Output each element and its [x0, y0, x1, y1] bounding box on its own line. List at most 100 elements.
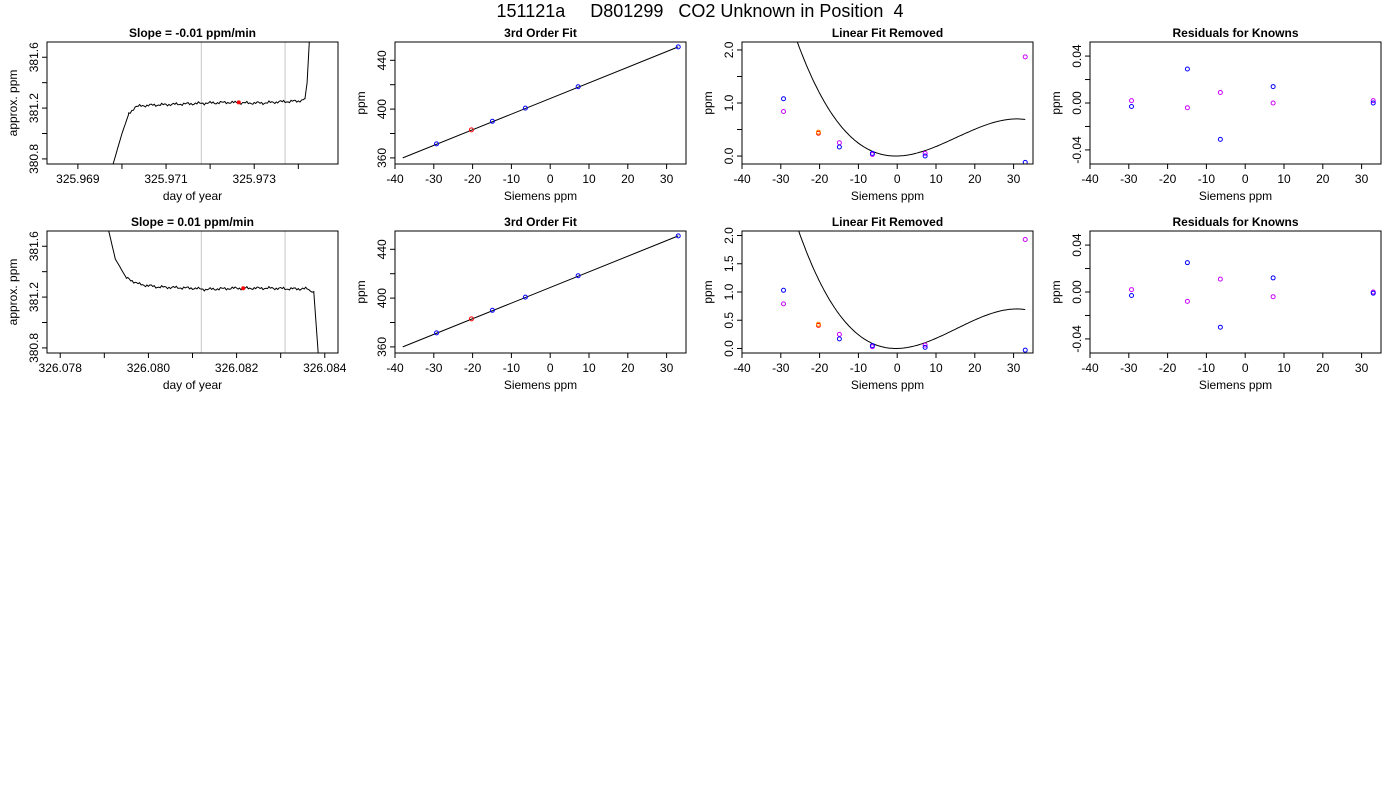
x-axis-label: Siemens ppm — [504, 378, 577, 392]
data-point — [1129, 287, 1135, 293]
y-tick-label: 381.2 — [27, 282, 41, 312]
y-tick-label: 381.6 — [27, 42, 41, 72]
x-tick-label: 20 — [1316, 361, 1330, 375]
x-axis-label: day of year — [163, 189, 222, 203]
data-point — [781, 287, 787, 293]
x-tick-label: 326.080 — [127, 361, 171, 375]
plot-frame — [394, 41, 687, 165]
data-point — [489, 118, 495, 124]
x-tick-label: -10 — [1198, 361, 1216, 375]
y-tick-label: 381.2 — [27, 93, 41, 123]
data-point — [922, 153, 928, 159]
x-tick-label: 30 — [1007, 361, 1021, 375]
x-axis-label: Siemens ppm — [851, 378, 924, 392]
data-point — [468, 127, 474, 133]
data-point — [1217, 136, 1223, 142]
plot-frame — [1089, 41, 1382, 165]
x-tick-label: 30 — [660, 361, 674, 375]
y-tick-label: -0.04 — [1070, 136, 1084, 164]
x-tick-label: -30 — [1120, 361, 1138, 375]
data-point — [489, 307, 495, 313]
data-point — [836, 140, 842, 146]
data-trace-line — [108, 231, 319, 353]
panel-data — [112, 42, 310, 164]
x-tick-label: -40 — [1081, 361, 1099, 375]
data-point — [869, 343, 875, 349]
y-axis-label: ppm — [1049, 91, 1063, 114]
x-tick-label: 0 — [1242, 172, 1249, 186]
x-tick-label: 20 — [968, 361, 982, 375]
page-title: 151121a D801299 CO2 Unknown in Position … — [496, 1, 904, 21]
data-point — [675, 233, 681, 239]
x-tick-label: 0 — [547, 361, 554, 375]
fit-line — [402, 46, 679, 159]
x-tick-label: 0 — [1242, 361, 1249, 375]
x-tick-label: 20 — [968, 172, 982, 186]
x-tick-label: -40 — [733, 172, 751, 186]
data-point — [522, 105, 528, 111]
data-point — [1184, 66, 1190, 72]
trace-marker — [241, 286, 246, 291]
y-tick-label: 400 — [375, 99, 389, 119]
x-tick-label: -20 — [1159, 172, 1177, 186]
plot-frame — [394, 230, 687, 354]
data-point — [836, 336, 842, 342]
fit-curve — [798, 231, 1026, 349]
x-tick-label: 30 — [660, 172, 674, 186]
data-point — [522, 294, 528, 300]
x-tick-label: -10 — [1198, 172, 1216, 186]
x-tick-label: -20 — [811, 361, 829, 375]
y-tick-label: 0.00 — [1070, 91, 1084, 115]
data-point — [434, 141, 440, 147]
y-tick-label: 0.0 — [722, 340, 736, 357]
data-point — [836, 331, 842, 337]
data-point — [1370, 290, 1376, 296]
panel-row1-col2: 3rd Order Fit -40 -30 -20 -10 0 10 20 30 360 400 44… — [354, 26, 687, 203]
y-tick-label: 380.8 — [27, 144, 41, 174]
data-point — [922, 342, 928, 348]
panel-title: Residuals for Knowns — [1172, 215, 1298, 229]
data-point — [1184, 260, 1190, 266]
data-point — [1270, 275, 1276, 281]
panel-row2-col3: Linear Fit Removed -40 -30 -20 -10 0 10 20 30 0.0… — [701, 215, 1034, 392]
x-tick-label: -30 — [425, 361, 443, 375]
x-tick-label: 10 — [1277, 361, 1291, 375]
trace-marker — [236, 100, 241, 105]
panel-row1-col4: Residuals for Knowns -40 -30 -20 -10 0 10 20 30 -… — [1049, 26, 1382, 203]
panel-data — [781, 42, 1028, 164]
y-tick-label: 380.8 — [27, 333, 41, 363]
y-tick-label: 1.0 — [722, 283, 736, 300]
panel-data — [108, 231, 319, 353]
panel-title: Slope = 0.01 ppm/min — [131, 215, 254, 229]
data-point — [1270, 100, 1276, 106]
x-axis-label: day of year — [163, 378, 222, 392]
x-tick-label: -40 — [1081, 172, 1099, 186]
data-point — [1022, 159, 1028, 164]
y-tick-label: 360 — [375, 337, 389, 357]
x-tick-label: -40 — [386, 172, 404, 186]
panel-title: Linear Fit Removed — [832, 215, 943, 229]
plot-frame — [46, 230, 339, 354]
data-point — [1129, 293, 1135, 299]
x-tick-label: 30 — [1355, 172, 1369, 186]
x-tick-label: -10 — [850, 361, 868, 375]
data-point — [869, 150, 875, 156]
data-point — [1270, 84, 1276, 90]
data-point — [1270, 294, 1276, 300]
y-tick-label: 0.04 — [1070, 233, 1084, 257]
panel-row2-col1: Slope = 0.01 ppm/min 326.078 326.080 326.08… — [6, 215, 347, 392]
data-point — [1129, 104, 1135, 110]
data-point — [468, 316, 474, 322]
panel-row2-col2: 3rd Order Fit -40 -30 -20 -10 0 10 20 30 360 400 44… — [354, 215, 687, 392]
y-tick-label: -0.04 — [1070, 325, 1084, 353]
plot-frame — [741, 41, 1034, 165]
x-tick-label: 20 — [621, 172, 635, 186]
data-point — [1217, 276, 1223, 282]
data-point — [575, 84, 581, 90]
panel-data — [1129, 66, 1376, 142]
data-point — [1370, 98, 1376, 104]
data-point — [1022, 54, 1028, 60]
panel-data — [402, 233, 681, 348]
y-axis-label: ppm — [354, 91, 368, 114]
